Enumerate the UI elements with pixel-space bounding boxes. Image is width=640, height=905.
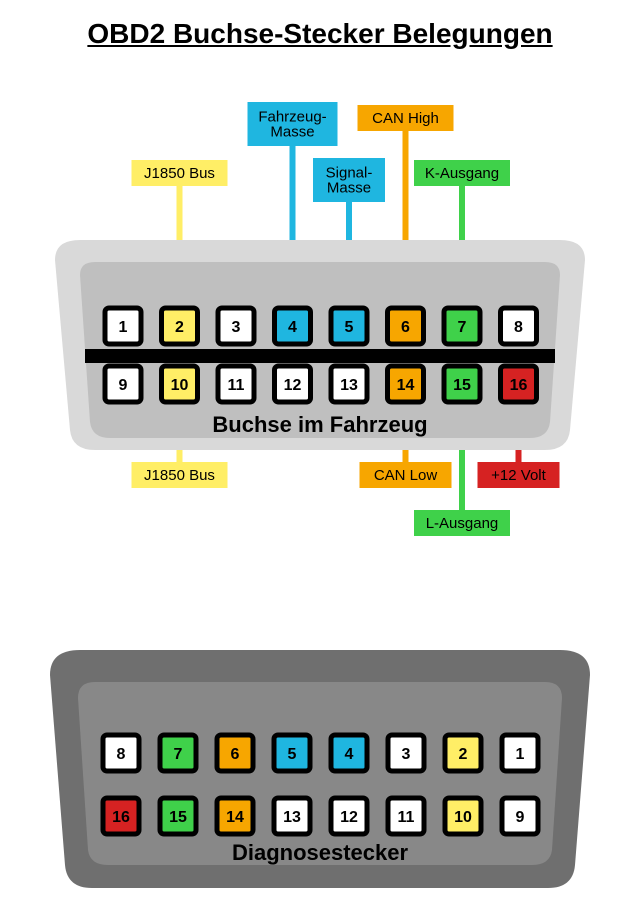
pin-number: 6 <box>401 319 410 336</box>
pin-16: 16 <box>103 798 139 834</box>
pin-number: 15 <box>169 809 187 826</box>
pin-number: 8 <box>117 746 126 763</box>
pin-11: 11 <box>388 798 424 834</box>
pin-number: 2 <box>175 319 184 336</box>
label-text: Masse <box>327 179 371 196</box>
pin-8: 8 <box>501 308 537 344</box>
pin-3: 3 <box>218 308 254 344</box>
pin-number: 8 <box>514 319 523 336</box>
pin-4: 4 <box>275 308 311 344</box>
pin-2: 2 <box>162 308 198 344</box>
label-text: +12 Volt <box>491 467 546 484</box>
pin-number: 1 <box>516 746 525 763</box>
pin-number: 12 <box>284 377 302 394</box>
pin-6: 6 <box>388 308 424 344</box>
pin-5: 5 <box>274 735 310 771</box>
pin-8: 8 <box>103 735 139 771</box>
pin-13: 13 <box>331 366 367 402</box>
socket-label: Buchse im Fahrzeug <box>212 412 427 437</box>
pin-number: 15 <box>453 377 471 394</box>
pin-16: 16 <box>501 366 537 402</box>
pin-number: 3 <box>402 746 411 763</box>
label-text: J1850 Bus <box>144 165 215 182</box>
pin-number: 7 <box>174 746 183 763</box>
pin-2: 2 <box>445 735 481 771</box>
pin-4: 4 <box>331 735 367 771</box>
pin-number: 13 <box>340 377 358 394</box>
pin-number: 3 <box>232 319 241 336</box>
pin-6: 6 <box>217 735 253 771</box>
pin-7: 7 <box>160 735 196 771</box>
diagram-svg: 12345678910111213141516Buchse im Fahrzeu… <box>0 50 640 900</box>
pin-number: 10 <box>171 377 189 394</box>
pin-15: 15 <box>444 366 480 402</box>
pin-9: 9 <box>105 366 141 402</box>
pin-number: 11 <box>228 377 245 394</box>
separator-bar <box>85 349 555 363</box>
pin-14: 14 <box>388 366 424 402</box>
pin-14: 14 <box>217 798 253 834</box>
pin-number: 12 <box>340 809 358 826</box>
pin-number: 16 <box>112 809 130 826</box>
pin-13: 13 <box>274 798 310 834</box>
pin-15: 15 <box>160 798 196 834</box>
plug-inner <box>78 682 562 865</box>
pin-number: 11 <box>398 809 415 826</box>
label-text: J1850 Bus <box>144 467 215 484</box>
pin-number: 9 <box>119 377 128 394</box>
pin-12: 12 <box>275 366 311 402</box>
pin-number: 13 <box>283 809 301 826</box>
pin-9: 9 <box>502 798 538 834</box>
pin-5: 5 <box>331 308 367 344</box>
pin-10: 10 <box>445 798 481 834</box>
pin-7: 7 <box>444 308 480 344</box>
pin-number: 6 <box>231 746 240 763</box>
pin-number: 14 <box>397 377 415 394</box>
pin-3: 3 <box>388 735 424 771</box>
label-text: Masse <box>270 123 314 140</box>
page-title: OBD2 Buchse-Stecker Belegungen <box>0 0 640 50</box>
pin-number: 14 <box>226 809 244 826</box>
pin-number: 16 <box>510 377 528 394</box>
pin-number: 4 <box>345 746 354 763</box>
pin-12: 12 <box>331 798 367 834</box>
label-text: CAN Low <box>374 467 438 484</box>
label-text: K-Ausgang <box>425 165 499 182</box>
pin-number: 4 <box>288 319 297 336</box>
pin-1: 1 <box>502 735 538 771</box>
pin-number: 10 <box>454 809 472 826</box>
pin-number: 5 <box>345 319 354 336</box>
pin-number: 1 <box>119 319 128 336</box>
pin-10: 10 <box>162 366 198 402</box>
pin-number: 2 <box>459 746 468 763</box>
plug-label: Diagnosestecker <box>232 840 409 865</box>
label-text: CAN High <box>372 110 439 127</box>
pin-1: 1 <box>105 308 141 344</box>
pin-number: 9 <box>516 809 525 826</box>
pin-number: 7 <box>458 319 467 336</box>
pin-number: 5 <box>288 746 297 763</box>
label-text: L-Ausgang <box>426 515 499 532</box>
pin-11: 11 <box>218 366 254 402</box>
